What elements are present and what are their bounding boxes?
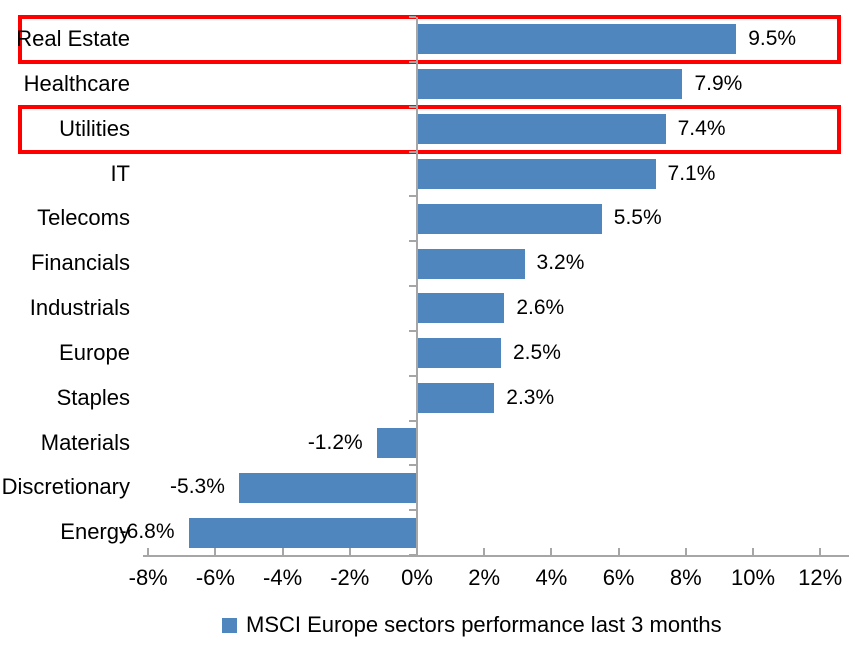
bar-healthcare <box>417 69 683 100</box>
value-axis-tick <box>752 548 754 555</box>
value-axis-tick-label: 2% <box>468 565 501 590</box>
category-axis-tick <box>409 60 416 63</box>
value-axis-tick <box>617 548 620 555</box>
bar-staples <box>417 383 495 414</box>
category-axis-tick <box>409 329 416 332</box>
category-axis-tick <box>409 105 416 108</box>
category-label-healthcare: Healthcare <box>23 70 130 96</box>
category-label-discretionary: Discretionary <box>1 474 130 500</box>
category-label-europe: Europe <box>59 339 130 365</box>
bar-real-estate <box>417 24 737 55</box>
value-axis-line <box>143 555 849 557</box>
value-axis-tick-label: 10% <box>730 565 776 590</box>
category-axis-tick <box>409 419 416 422</box>
value-axis-tick <box>483 548 486 555</box>
category-axis-tick <box>409 464 416 467</box>
category-label-real-estate: Real Estate <box>16 26 130 51</box>
legend-swatch-icon <box>222 617 237 633</box>
bar-financials <box>417 248 525 279</box>
category-axis-tick <box>409 374 416 377</box>
value-axis-tick <box>550 548 553 555</box>
value-axis-tick-label: 0% <box>401 565 433 590</box>
value-axis-tick-label: 4% <box>535 565 568 590</box>
value-axis-tick <box>416 548 418 555</box>
category-axis-tick <box>409 285 416 287</box>
value-axis-tick-label: -2% <box>330 565 370 590</box>
value-label-healthcare: 7.9% <box>694 71 743 95</box>
bar-materials <box>376 427 417 458</box>
category-label-utilities: Utilities <box>59 115 130 141</box>
value-axis-tick <box>819 548 822 555</box>
value-label-energy: -6.8% <box>119 520 175 544</box>
category-axis-tick <box>409 240 416 243</box>
highlight-box-utilities <box>18 104 841 154</box>
bar-utilities <box>417 114 666 145</box>
value-label-europe: 2.5% <box>513 340 561 364</box>
bar-discretionary <box>238 472 417 503</box>
bar-telecoms <box>417 203 602 234</box>
value-axis-tick <box>281 548 284 555</box>
highlight-box-real-estate <box>18 14 841 64</box>
bar-it <box>417 158 656 189</box>
value-axis-tick <box>684 548 687 555</box>
category-axis-tick <box>409 150 416 153</box>
category-label-it: IT <box>110 160 130 186</box>
value-label-real-estate: 9.5% <box>748 27 797 50</box>
value-axis-tick-label: 12% <box>798 565 843 590</box>
value-axis-tick <box>348 548 351 555</box>
legend-label: MSCI Europe sectors performance last 3 m… <box>246 612 722 637</box>
category-axis-tick <box>409 16 416 18</box>
category-axis-line <box>416 17 418 555</box>
value-label-discretionary: -5.3% <box>170 475 225 499</box>
category-label-industrials: Industrials <box>29 295 130 320</box>
category-label-energy: Energy <box>60 519 130 545</box>
bar-industrials <box>417 293 505 324</box>
legend: MSCI Europe sectors performance last 3 m… <box>222 611 722 639</box>
category-axis-tick <box>409 509 416 512</box>
category-label-staples: Staples <box>56 384 130 410</box>
value-label-staples: 2.3% <box>506 385 555 409</box>
value-label-telecoms: 5.5% <box>613 206 662 230</box>
value-axis-tick-label: -6% <box>195 565 235 590</box>
value-label-financials: 3.2% <box>536 251 585 275</box>
bar-energy <box>188 517 417 548</box>
value-axis-tick-label: 8% <box>669 565 702 590</box>
value-axis-tick-label: 6% <box>602 565 635 590</box>
value-label-utilities: 7.4% <box>677 116 726 140</box>
category-label-materials: Materials <box>40 429 130 455</box>
value-axis-tick <box>147 548 150 555</box>
category-label-financials: Financials <box>30 250 130 276</box>
bar-europe <box>417 338 501 369</box>
value-axis-tick-label: -8% <box>128 565 168 590</box>
category-label-telecoms: Telecoms <box>37 205 130 231</box>
value-label-materials: -1.2% <box>307 430 363 454</box>
category-axis-tick <box>409 195 416 198</box>
value-axis-tick <box>214 548 217 555</box>
value-label-it: 7.1% <box>667 161 716 185</box>
value-label-industrials: 2.6% <box>516 296 565 319</box>
value-axis-tick-label: -4% <box>263 565 303 590</box>
